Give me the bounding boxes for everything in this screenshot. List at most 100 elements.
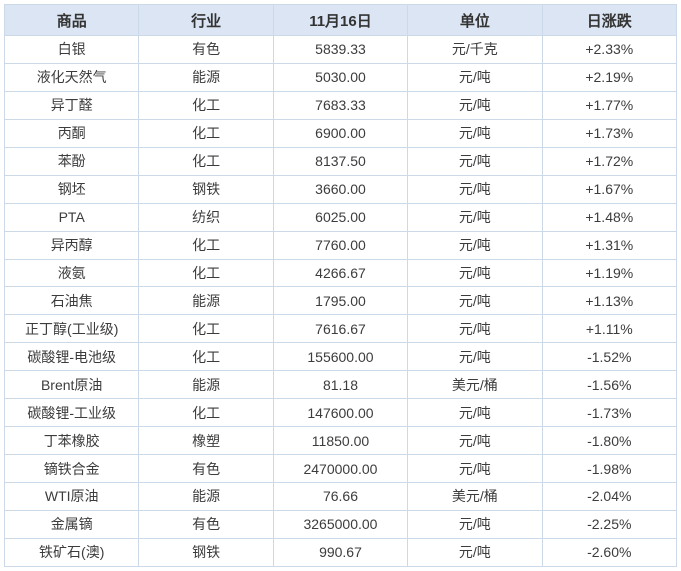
unit-cell: 元/吨 — [407, 314, 543, 344]
table-row: 异丙醇 化工 7760.00 元/吨 +1.31% — [3, 230, 678, 260]
commodity-cell: 液氨 — [3, 258, 140, 288]
table-header: 商品 行业 11月16日 单位 日涨跌 — [3, 4, 678, 36]
table-row: 苯酚 化工 8137.50 元/吨 +1.72% — [3, 146, 678, 176]
unit-cell: 元/吨 — [407, 342, 543, 372]
industry-cell: 有色 — [138, 35, 274, 64]
unit-cell: 元/吨 — [407, 174, 543, 204]
commodity-price-table-container: 商品 行业 11月16日 单位 日涨跌 白银 有色 5839.33 元/千克 +2.33% 液化天… — [3, 4, 678, 568]
commodity-cell: 异丁醛 — [3, 90, 140, 120]
commodity-cell: 金属镝 — [3, 509, 140, 539]
commodity-cell: 白银 — [3, 35, 140, 64]
change-cell: +1.67% — [541, 174, 678, 204]
industry-cell: 有色 — [138, 454, 274, 483]
table-row: 异丁醛 化工 7683.33 元/吨 +1.77% — [3, 90, 678, 120]
commodity-cell: 碳酸锂-工业级 — [3, 398, 140, 428]
table-row: 碳酸锂-电池级 化工 155600.00 元/吨 -1.52% — [3, 342, 678, 372]
change-cell: -1.52% — [541, 342, 678, 372]
price-cell: 7683.33 — [272, 90, 409, 120]
unit-cell: 元/吨 — [407, 398, 543, 428]
price-cell: 7760.00 — [272, 230, 409, 260]
change-cell: +1.31% — [541, 230, 678, 260]
industry-cell: 有色 — [138, 509, 274, 539]
change-cell: -1.80% — [541, 426, 678, 456]
table-row: 镝铁合金 有色 2470000.00 元/吨 -1.98% — [3, 454, 678, 483]
price-cell: 3265000.00 — [272, 509, 409, 539]
unit-cell: 元/吨 — [407, 426, 543, 456]
table-row: PTA 纺织 6025.00 元/吨 +1.48% — [3, 202, 678, 232]
column-header-change: 日涨跌 — [541, 4, 678, 36]
industry-cell: 化工 — [138, 146, 274, 176]
unit-cell: 元/吨 — [407, 509, 543, 539]
price-cell: 81.18 — [272, 370, 409, 400]
table-row: 白银 有色 5839.33 元/千克 +2.33% — [3, 35, 678, 64]
unit-cell: 元/吨 — [407, 118, 543, 148]
change-cell: -1.98% — [541, 454, 678, 483]
price-cell: 5839.33 — [272, 35, 409, 64]
unit-cell: 元/吨 — [407, 537, 543, 568]
unit-cell: 元/吨 — [407, 62, 543, 92]
industry-cell: 化工 — [138, 398, 274, 428]
table-row: Brent原油 能源 81.18 美元/桶 -1.56% — [3, 370, 678, 400]
industry-cell: 钢铁 — [138, 537, 274, 568]
commodity-cell: 液化天然气 — [3, 62, 140, 92]
change-cell: +1.19% — [541, 258, 678, 288]
change-cell: -1.73% — [541, 398, 678, 428]
price-cell: 6025.00 — [272, 202, 409, 232]
commodity-cell: 苯酚 — [3, 146, 140, 176]
table-row: 液化天然气 能源 5030.00 元/吨 +2.19% — [3, 62, 678, 92]
price-cell: 1795.00 — [272, 286, 409, 316]
industry-cell: 化工 — [138, 258, 274, 288]
table-row: WTI原油 能源 76.66 美元/桶 -2.04% — [3, 482, 678, 511]
price-cell: 4266.67 — [272, 258, 409, 288]
change-cell: +1.77% — [541, 90, 678, 120]
commodity-cell: 碳酸锂-电池级 — [3, 342, 140, 372]
table-row: 钢坯 钢铁 3660.00 元/吨 +1.67% — [3, 174, 678, 204]
unit-cell: 元/吨 — [407, 230, 543, 260]
table-header-row: 商品 行业 11月16日 单位 日涨跌 — [3, 4, 678, 36]
change-cell: +1.72% — [541, 146, 678, 176]
industry-cell: 能源 — [138, 286, 274, 316]
column-header-industry: 行业 — [138, 4, 274, 36]
price-cell: 8137.50 — [272, 146, 409, 176]
change-cell: +1.11% — [541, 314, 678, 344]
commodity-cell: 正丁醇(工业级) — [3, 314, 140, 344]
commodity-cell: 丁苯橡胶 — [3, 426, 140, 456]
change-cell: +1.13% — [541, 286, 678, 316]
price-cell: 990.67 — [272, 537, 409, 568]
commodity-cell: 钢坯 — [3, 174, 140, 204]
unit-cell: 元/千克 — [407, 35, 543, 64]
commodity-cell: 镝铁合金 — [3, 454, 140, 483]
price-cell: 155600.00 — [272, 342, 409, 372]
change-cell: +2.19% — [541, 62, 678, 92]
unit-cell: 元/吨 — [407, 258, 543, 288]
table-row: 碳酸锂-工业级 化工 147600.00 元/吨 -1.73% — [3, 398, 678, 428]
table-row: 金属镝 有色 3265000.00 元/吨 -2.25% — [3, 509, 678, 539]
commodity-cell: 石油焦 — [3, 286, 140, 316]
industry-cell: 能源 — [138, 370, 274, 400]
unit-cell: 美元/桶 — [407, 370, 543, 400]
column-header-unit: 单位 — [407, 4, 543, 36]
commodity-cell: 异丙醇 — [3, 230, 140, 260]
commodity-cell: PTA — [3, 202, 140, 232]
price-cell: 3660.00 — [272, 174, 409, 204]
unit-cell: 美元/桶 — [407, 482, 543, 511]
price-cell: 76.66 — [272, 482, 409, 511]
industry-cell: 化工 — [138, 314, 274, 344]
industry-cell: 化工 — [138, 230, 274, 260]
commodity-price-table: 商品 行业 11月16日 单位 日涨跌 白银 有色 5839.33 元/千克 +2.33% 液化天… — [3, 4, 678, 568]
unit-cell: 元/吨 — [407, 90, 543, 120]
commodity-cell: Brent原油 — [3, 370, 140, 400]
unit-cell: 元/吨 — [407, 202, 543, 232]
table-row: 铁矿石(澳) 钢铁 990.67 元/吨 -2.60% — [3, 537, 678, 568]
change-cell: -1.56% — [541, 370, 678, 400]
price-cell: 6900.00 — [272, 118, 409, 148]
table-row: 石油焦 能源 1795.00 元/吨 +1.13% — [3, 286, 678, 316]
change-cell: +1.48% — [541, 202, 678, 232]
industry-cell: 化工 — [138, 118, 274, 148]
change-cell: -2.60% — [541, 537, 678, 568]
industry-cell: 能源 — [138, 62, 274, 92]
table-body: 白银 有色 5839.33 元/千克 +2.33% 液化天然气 能源 5030.00 元/吨 +2… — [3, 35, 678, 568]
table-row: 丙酮 化工 6900.00 元/吨 +1.73% — [3, 118, 678, 148]
commodity-cell: 铁矿石(澳) — [3, 537, 140, 568]
table-row: 丁苯橡胶 橡塑 11850.00 元/吨 -1.80% — [3, 426, 678, 456]
